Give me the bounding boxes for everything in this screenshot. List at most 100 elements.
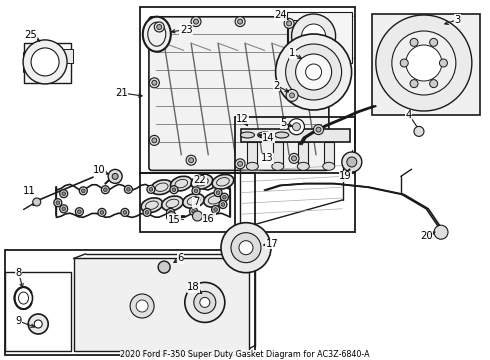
- Circle shape: [221, 203, 225, 206]
- Text: 2020 Ford F-350 Super Duty Gasket Diagram for AC3Z-6840-A: 2020 Ford F-350 Super Duty Gasket Diagra…: [120, 350, 370, 359]
- Circle shape: [219, 201, 227, 208]
- Circle shape: [238, 161, 243, 166]
- Text: 23: 23: [180, 24, 193, 35]
- Bar: [372, 14, 480, 115]
- Text: 2: 2: [273, 81, 280, 91]
- Ellipse shape: [162, 196, 183, 211]
- Circle shape: [286, 89, 298, 102]
- Circle shape: [292, 156, 296, 161]
- Circle shape: [410, 80, 418, 87]
- Circle shape: [31, 48, 59, 76]
- Circle shape: [136, 300, 148, 312]
- Bar: [61, 49, 73, 63]
- Circle shape: [167, 208, 174, 216]
- Circle shape: [434, 225, 448, 239]
- Circle shape: [185, 282, 225, 323]
- Circle shape: [194, 19, 198, 24]
- Ellipse shape: [15, 287, 32, 309]
- Ellipse shape: [241, 132, 254, 138]
- Circle shape: [306, 64, 321, 80]
- Circle shape: [154, 22, 164, 32]
- Circle shape: [235, 17, 245, 27]
- Circle shape: [284, 18, 294, 28]
- Circle shape: [231, 233, 261, 263]
- Ellipse shape: [258, 132, 271, 138]
- Circle shape: [235, 159, 245, 169]
- Text: 12: 12: [236, 114, 249, 124]
- Bar: [74, 258, 249, 351]
- Circle shape: [194, 291, 216, 314]
- Text: 22: 22: [194, 175, 206, 185]
- Circle shape: [167, 212, 176, 222]
- Circle shape: [221, 223, 271, 273]
- Bar: [273, 142, 283, 164]
- Circle shape: [216, 191, 220, 194]
- Circle shape: [98, 208, 106, 216]
- Circle shape: [410, 39, 418, 46]
- Circle shape: [314, 24, 323, 34]
- Text: 11: 11: [23, 186, 36, 196]
- Text: 18: 18: [187, 282, 200, 292]
- Circle shape: [23, 40, 67, 84]
- Bar: [24, 43, 71, 83]
- Circle shape: [302, 24, 325, 48]
- Circle shape: [440, 59, 447, 67]
- Circle shape: [81, 189, 85, 193]
- Circle shape: [108, 170, 122, 183]
- Circle shape: [77, 210, 81, 213]
- Bar: [247, 142, 257, 164]
- Circle shape: [286, 44, 342, 100]
- Circle shape: [192, 187, 200, 195]
- Text: 15: 15: [168, 215, 180, 225]
- Text: 20: 20: [420, 231, 433, 241]
- Circle shape: [192, 210, 196, 213]
- Circle shape: [60, 190, 68, 198]
- Ellipse shape: [151, 180, 172, 194]
- Bar: [288, 20, 299, 59]
- Circle shape: [239, 241, 253, 255]
- Circle shape: [214, 189, 222, 197]
- Circle shape: [100, 211, 104, 214]
- Circle shape: [145, 211, 149, 214]
- Text: 3: 3: [454, 15, 460, 25]
- Circle shape: [289, 153, 299, 163]
- Circle shape: [214, 208, 218, 211]
- Circle shape: [392, 31, 456, 95]
- Bar: [298, 142, 308, 164]
- Ellipse shape: [191, 175, 213, 189]
- Circle shape: [170, 186, 178, 194]
- Circle shape: [292, 14, 336, 58]
- Circle shape: [54, 199, 62, 207]
- Circle shape: [295, 54, 332, 90]
- Text: 8: 8: [16, 268, 22, 278]
- Ellipse shape: [323, 162, 335, 170]
- Circle shape: [60, 205, 68, 213]
- Circle shape: [147, 185, 155, 193]
- Circle shape: [152, 138, 157, 143]
- Circle shape: [342, 152, 362, 172]
- Text: 7: 7: [193, 197, 199, 207]
- Circle shape: [62, 207, 66, 211]
- Circle shape: [193, 211, 202, 221]
- Circle shape: [124, 185, 132, 193]
- Bar: [235, 117, 355, 232]
- Text: 14: 14: [262, 132, 275, 143]
- Circle shape: [318, 67, 328, 77]
- Circle shape: [321, 69, 326, 75]
- Circle shape: [33, 198, 41, 206]
- Text: 16: 16: [202, 214, 215, 224]
- Text: 6: 6: [177, 253, 184, 264]
- Ellipse shape: [275, 132, 289, 138]
- Bar: [5, 250, 255, 355]
- Circle shape: [191, 17, 201, 27]
- Circle shape: [56, 201, 60, 204]
- Circle shape: [200, 297, 210, 307]
- Circle shape: [376, 15, 472, 111]
- Ellipse shape: [171, 176, 192, 191]
- Ellipse shape: [143, 17, 171, 52]
- Bar: [140, 7, 355, 173]
- Circle shape: [314, 125, 323, 135]
- Circle shape: [149, 135, 159, 145]
- Circle shape: [101, 186, 109, 194]
- Ellipse shape: [272, 162, 284, 170]
